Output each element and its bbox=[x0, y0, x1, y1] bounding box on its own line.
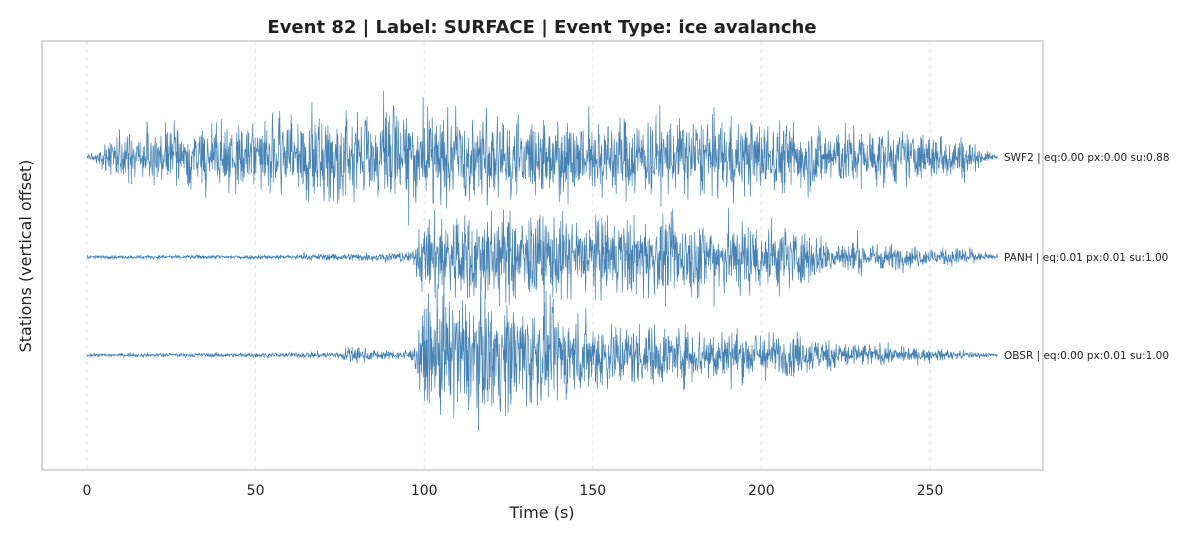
trace-layer bbox=[86, 90, 998, 432]
trace-swf2 bbox=[86, 90, 998, 226]
plot-frame bbox=[41, 40, 1044, 471]
chart-title: Event 82 | Label: SURFACE | Event Type: … bbox=[267, 17, 816, 38]
x-tick-layer: 0 50 100 150 200 250 bbox=[83, 483, 944, 499]
trace-panh bbox=[86, 207, 998, 311]
x-tick-label: 200 bbox=[748, 483, 775, 499]
x-tick-label: 50 bbox=[247, 483, 265, 499]
x-axis-label: Time (s) bbox=[508, 503, 574, 522]
y-axis-label: Stations (vertical offset) bbox=[16, 160, 35, 353]
x-tick-label: 150 bbox=[579, 483, 606, 499]
trace-obsr bbox=[86, 276, 998, 432]
trace-label-obsr: OBSR | eq:0.00 px:0.01 su:1.00 bbox=[1004, 350, 1169, 362]
x-tick-label: 0 bbox=[83, 483, 92, 499]
trace-label-panh: PANH | eq:0.01 px:0.01 su:1.00 bbox=[1004, 252, 1168, 264]
trace-label-layer: SWF2 | eq:0.00 px:0.00 su:0.88 PANH | eq:… bbox=[1004, 152, 1170, 362]
trace-label-swf2: SWF2 | eq:0.00 px:0.00 su:0.88 bbox=[1004, 152, 1170, 164]
x-tick-label: 250 bbox=[917, 483, 944, 499]
x-tick-label: 100 bbox=[411, 483, 438, 499]
